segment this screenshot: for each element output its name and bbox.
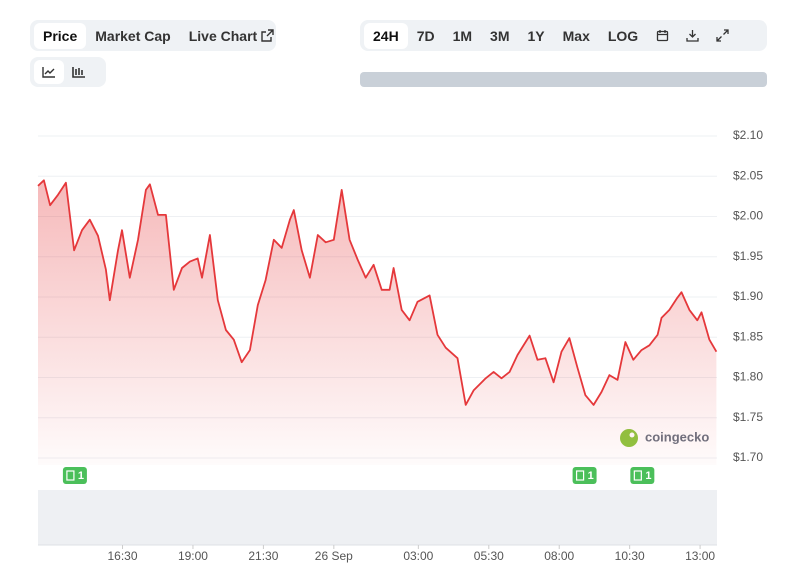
news-count: 1 — [588, 470, 594, 482]
news-icon — [633, 470, 642, 481]
news-marker[interactable]: 1 — [572, 467, 597, 484]
external-icon — [261, 29, 274, 42]
news-marker[interactable]: 1 — [630, 467, 655, 484]
y-tick-label: $2.05 — [733, 168, 763, 182]
news-count: 1 — [78, 470, 84, 482]
x-tick-label: 10:30 — [615, 549, 645, 563]
price-line — [37, 179, 718, 406]
range-button[interactable]: 24H — [364, 22, 408, 49]
y-tick-label: $2.00 — [733, 209, 763, 223]
volume-band — [38, 490, 717, 545]
range-slider[interactable] — [360, 72, 767, 87]
y-tick-label: $1.90 — [733, 289, 763, 303]
range-button[interactable]: LOG — [607, 27, 639, 44]
news-icon — [575, 470, 585, 481]
tab[interactable]: Market Cap — [95, 27, 171, 44]
y-tick-label: $2.10 — [733, 128, 763, 142]
x-tick-label: 19:00 — [178, 549, 208, 563]
y-tick-label: $1.85 — [733, 329, 763, 343]
range-button[interactable]: 1M — [452, 27, 473, 44]
x-tick-label: 08:00 — [544, 549, 574, 563]
range-group: 24H 7D 1M 3M 1Y Max LOG — [360, 20, 767, 51]
range-button[interactable]: 7D — [416, 27, 435, 44]
tab-label: Live Chart — [188, 27, 258, 44]
range-button[interactable]: 3M — [490, 27, 510, 44]
x-tick-label: 26 Sep — [315, 549, 353, 563]
line-chart-button[interactable] — [34, 60, 64, 84]
tab[interactable]: Price — [34, 22, 87, 49]
tab[interactable]: Live Chart — [180, 23, 283, 49]
calendar-button[interactable] — [647, 24, 677, 48]
y-tick-label: $1.75 — [733, 410, 763, 424]
x-tick-label: 03:00 — [403, 549, 433, 563]
news-count: 1 — [645, 470, 651, 482]
y-tick-label: $1.95 — [733, 249, 763, 263]
range-button[interactable]: 1Y — [527, 27, 545, 44]
range-button[interactable]: Max — [562, 27, 590, 44]
candle-chart-button[interactable] — [64, 60, 94, 84]
tab-group: Price Market Cap Live Chart — [30, 20, 276, 51]
fullscreen-button[interactable] — [707, 24, 737, 48]
y-tick-label: $1.80 — [733, 370, 763, 384]
news-icon — [66, 470, 75, 481]
x-tick-label: 13:00 — [685, 549, 715, 563]
x-tick-label: 05:30 — [474, 549, 504, 563]
chart-type-group — [30, 57, 106, 87]
x-tick-label: 16:30 — [108, 549, 138, 563]
x-tick-label: 21:30 — [248, 549, 278, 563]
y-tick-label: $1.70 — [733, 450, 763, 464]
news-marker[interactable]: 1 — [62, 467, 87, 484]
download-button[interactable] — [677, 24, 707, 48]
